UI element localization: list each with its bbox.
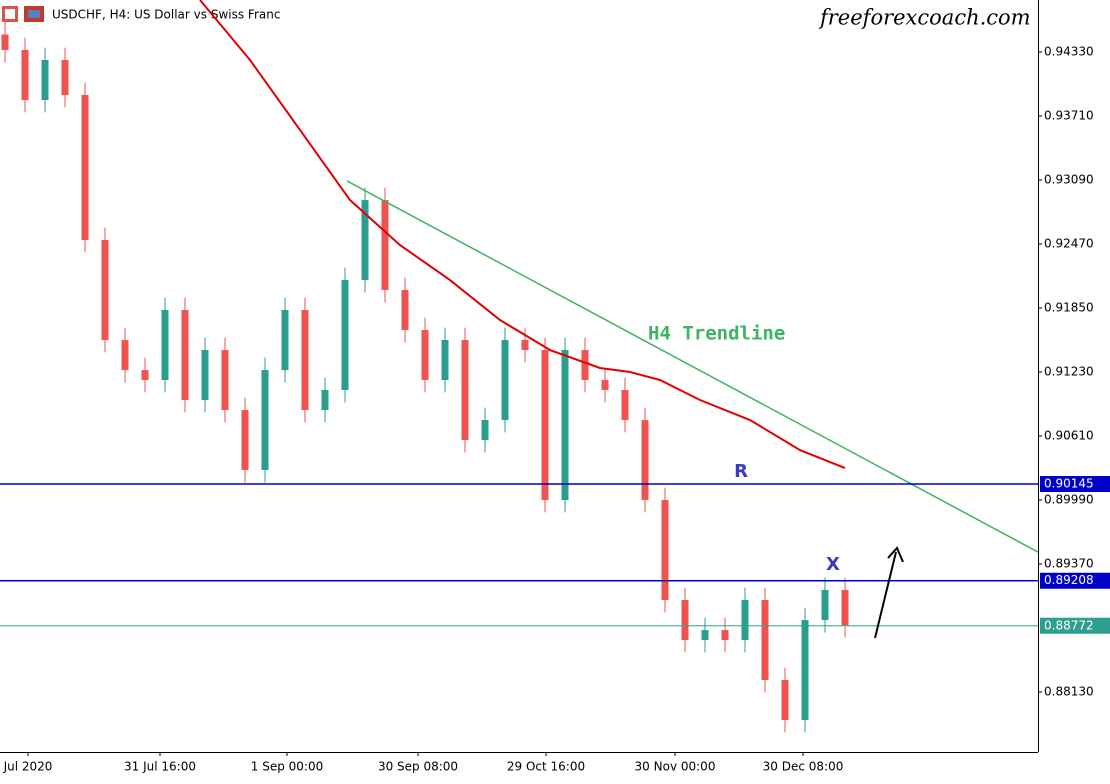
candle-body [21, 49, 29, 101]
candle-body [301, 309, 309, 411]
x-tick-label: 30 Dec 08:00 [763, 760, 844, 774]
candle-body [761, 600, 769, 681]
candle-body [481, 420, 489, 441]
level-label-box [1040, 617, 1110, 634]
arrow [874, 546, 904, 639]
icon [5, 9, 15, 19]
candle-body [781, 680, 789, 720]
candle-body [161, 309, 169, 380]
candle-body [361, 200, 369, 281]
candle-body [81, 94, 89, 240]
y-tick-label: 0.93090 [1044, 173, 1094, 187]
candle-body [821, 590, 829, 621]
candle-body [241, 410, 249, 470]
candle-body [461, 340, 469, 441]
candle-body [661, 500, 669, 601]
candle-body [101, 240, 109, 341]
candle-body [261, 370, 269, 470]
candle-body [601, 379, 609, 390]
trendline [346, 180, 1039, 553]
y-tick-label: 0.89990 [1044, 493, 1094, 507]
y-tick-label: 0.88130 [1044, 685, 1094, 699]
candle-body [681, 600, 689, 640]
candle-body [841, 590, 849, 626]
candle-body [421, 330, 429, 380]
candle-body [501, 340, 509, 421]
x-tick-label: 31 Jul 16:00 [124, 760, 196, 774]
header [2, 6, 44, 22]
y-tick-label: 0.90610 [1044, 429, 1094, 443]
icon [28, 10, 40, 18]
candle-body [201, 350, 209, 400]
x-tick-label: 30 Nov 00:00 [635, 760, 716, 774]
candle-body [641, 420, 649, 501]
candle-body [741, 600, 749, 640]
level-label-box [1040, 476, 1110, 493]
candle-body [541, 350, 549, 501]
level-label: 0.89208 [1044, 573, 1094, 587]
candle-body [441, 340, 449, 380]
y-tick-label: 0.93710 [1044, 109, 1094, 123]
candle-body [401, 289, 409, 331]
x-tick-label: 1 Sep 00:00 [251, 760, 323, 774]
arrow-head [887, 546, 904, 563]
candle-body [521, 340, 529, 351]
level-label-box [1040, 572, 1110, 589]
level-label: 0.88772 [1044, 618, 1094, 632]
candle-body [581, 350, 589, 380]
candle-body [41, 59, 49, 101]
candle-body [281, 309, 289, 371]
candle-body [121, 340, 129, 371]
candle-body [181, 309, 189, 400]
moving-average [199, 0, 846, 469]
candle-body [381, 200, 389, 290]
y-tick-label: 0.91850 [1044, 301, 1094, 315]
watermark: freeforexcoach.com [818, 6, 1031, 30]
candle-body [141, 370, 149, 380]
candle-body [321, 389, 329, 411]
y-tick-label: 0.94330 [1044, 45, 1094, 59]
candle-body [341, 280, 349, 390]
candle-body [801, 620, 809, 720]
y-tick-label: 0.91230 [1044, 365, 1094, 379]
x-tick-label: 29 Oct 16:00 [507, 760, 585, 774]
x-tick-label: 30 Sep 08:00 [378, 760, 458, 774]
candle-body [61, 59, 69, 95]
y-tick-label: 0.89370 [1044, 557, 1094, 571]
arrow-shaft [874, 551, 897, 639]
candle-body [701, 630, 709, 640]
candle-body [721, 630, 729, 640]
annotation: R [734, 461, 748, 482]
candle-body [221, 350, 229, 411]
chart-title: USDCHF, H4: US Dollar vs Swiss Franc [52, 8, 280, 22]
level-label: 0.90145 [1044, 477, 1094, 491]
trendline-label: H4 Trendline [648, 323, 785, 345]
candle-body [1, 34, 9, 50]
candle-body [621, 389, 629, 421]
y-tick-label: 0.92470 [1044, 237, 1094, 251]
x-tick-label: Jul 2020 [3, 760, 53, 774]
annotation: X [826, 554, 840, 575]
candle-body [561, 350, 569, 501]
